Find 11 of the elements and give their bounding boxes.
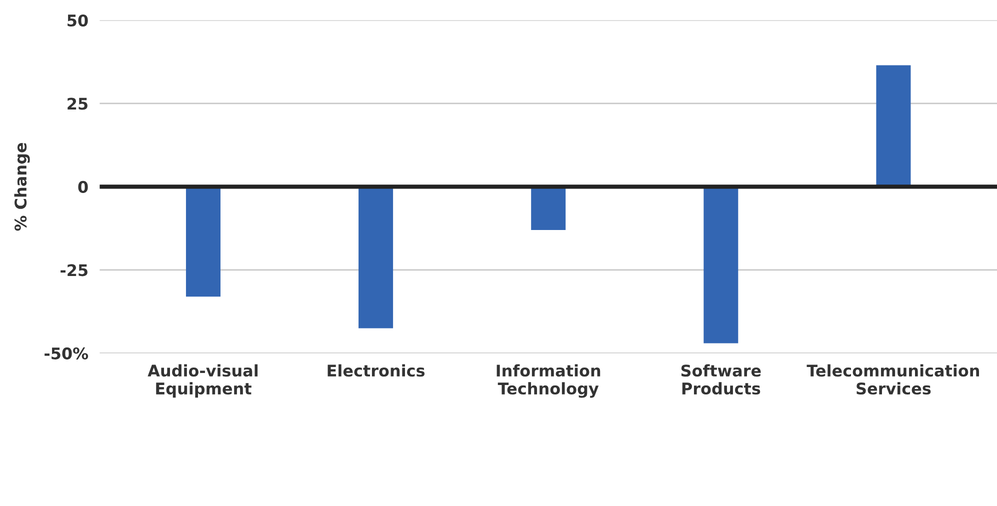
x-tick-label: Software Products <box>681 364 761 395</box>
y-tick-label: 0 <box>78 180 88 194</box>
y-tick-label: 50 <box>68 14 88 27</box>
x-tick-label: Electronics <box>328 364 425 377</box>
y-axis-title: % Change <box>14 142 30 231</box>
x-tick-label: Audio-visual Equipment <box>148 364 258 398</box>
x-tick-label: Telecommunication Services <box>806 364 979 395</box>
y-tick-label: 25 <box>68 98 88 110</box>
y-tick-label: -50% <box>44 347 88 360</box>
x-tick-label: Information Technology <box>496 364 600 398</box>
y-tick-label: -25 <box>60 264 88 276</box>
